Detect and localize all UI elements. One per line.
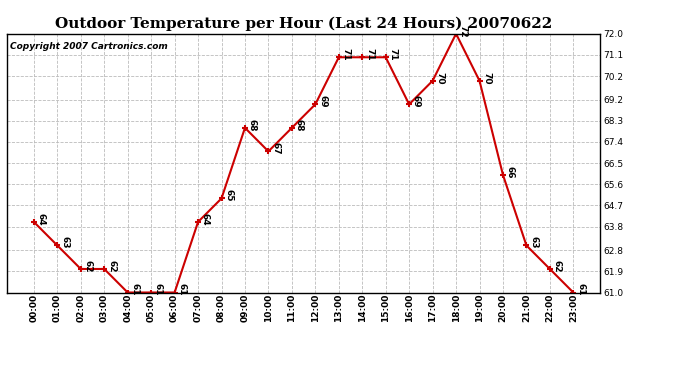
Text: 66: 66	[506, 166, 515, 178]
Text: 61: 61	[576, 284, 585, 296]
Text: 71: 71	[342, 48, 351, 61]
Text: 62: 62	[553, 260, 562, 273]
Text: 68: 68	[295, 119, 304, 131]
Text: 65: 65	[224, 189, 233, 202]
Text: 64: 64	[201, 213, 210, 225]
Text: 68: 68	[248, 119, 257, 131]
Text: 70: 70	[482, 72, 491, 84]
Text: 69: 69	[412, 95, 421, 108]
Text: 71: 71	[388, 48, 397, 61]
Text: 71: 71	[365, 48, 374, 61]
Text: 62: 62	[107, 260, 116, 273]
Text: 70: 70	[435, 72, 444, 84]
Text: 72: 72	[459, 25, 468, 37]
Text: 61: 61	[130, 284, 139, 296]
Title: Outdoor Temperature per Hour (Last 24 Hours) 20070622: Outdoor Temperature per Hour (Last 24 Ho…	[55, 17, 552, 31]
Text: 63: 63	[529, 236, 538, 249]
Text: 64: 64	[37, 213, 46, 225]
Text: Copyright 2007 Cartronics.com: Copyright 2007 Cartronics.com	[10, 42, 168, 51]
Text: 61: 61	[177, 284, 186, 296]
Text: 67: 67	[271, 142, 280, 155]
Text: 63: 63	[60, 236, 69, 249]
Text: 61: 61	[154, 284, 163, 296]
Text: 62: 62	[83, 260, 92, 273]
Text: 69: 69	[318, 95, 327, 108]
